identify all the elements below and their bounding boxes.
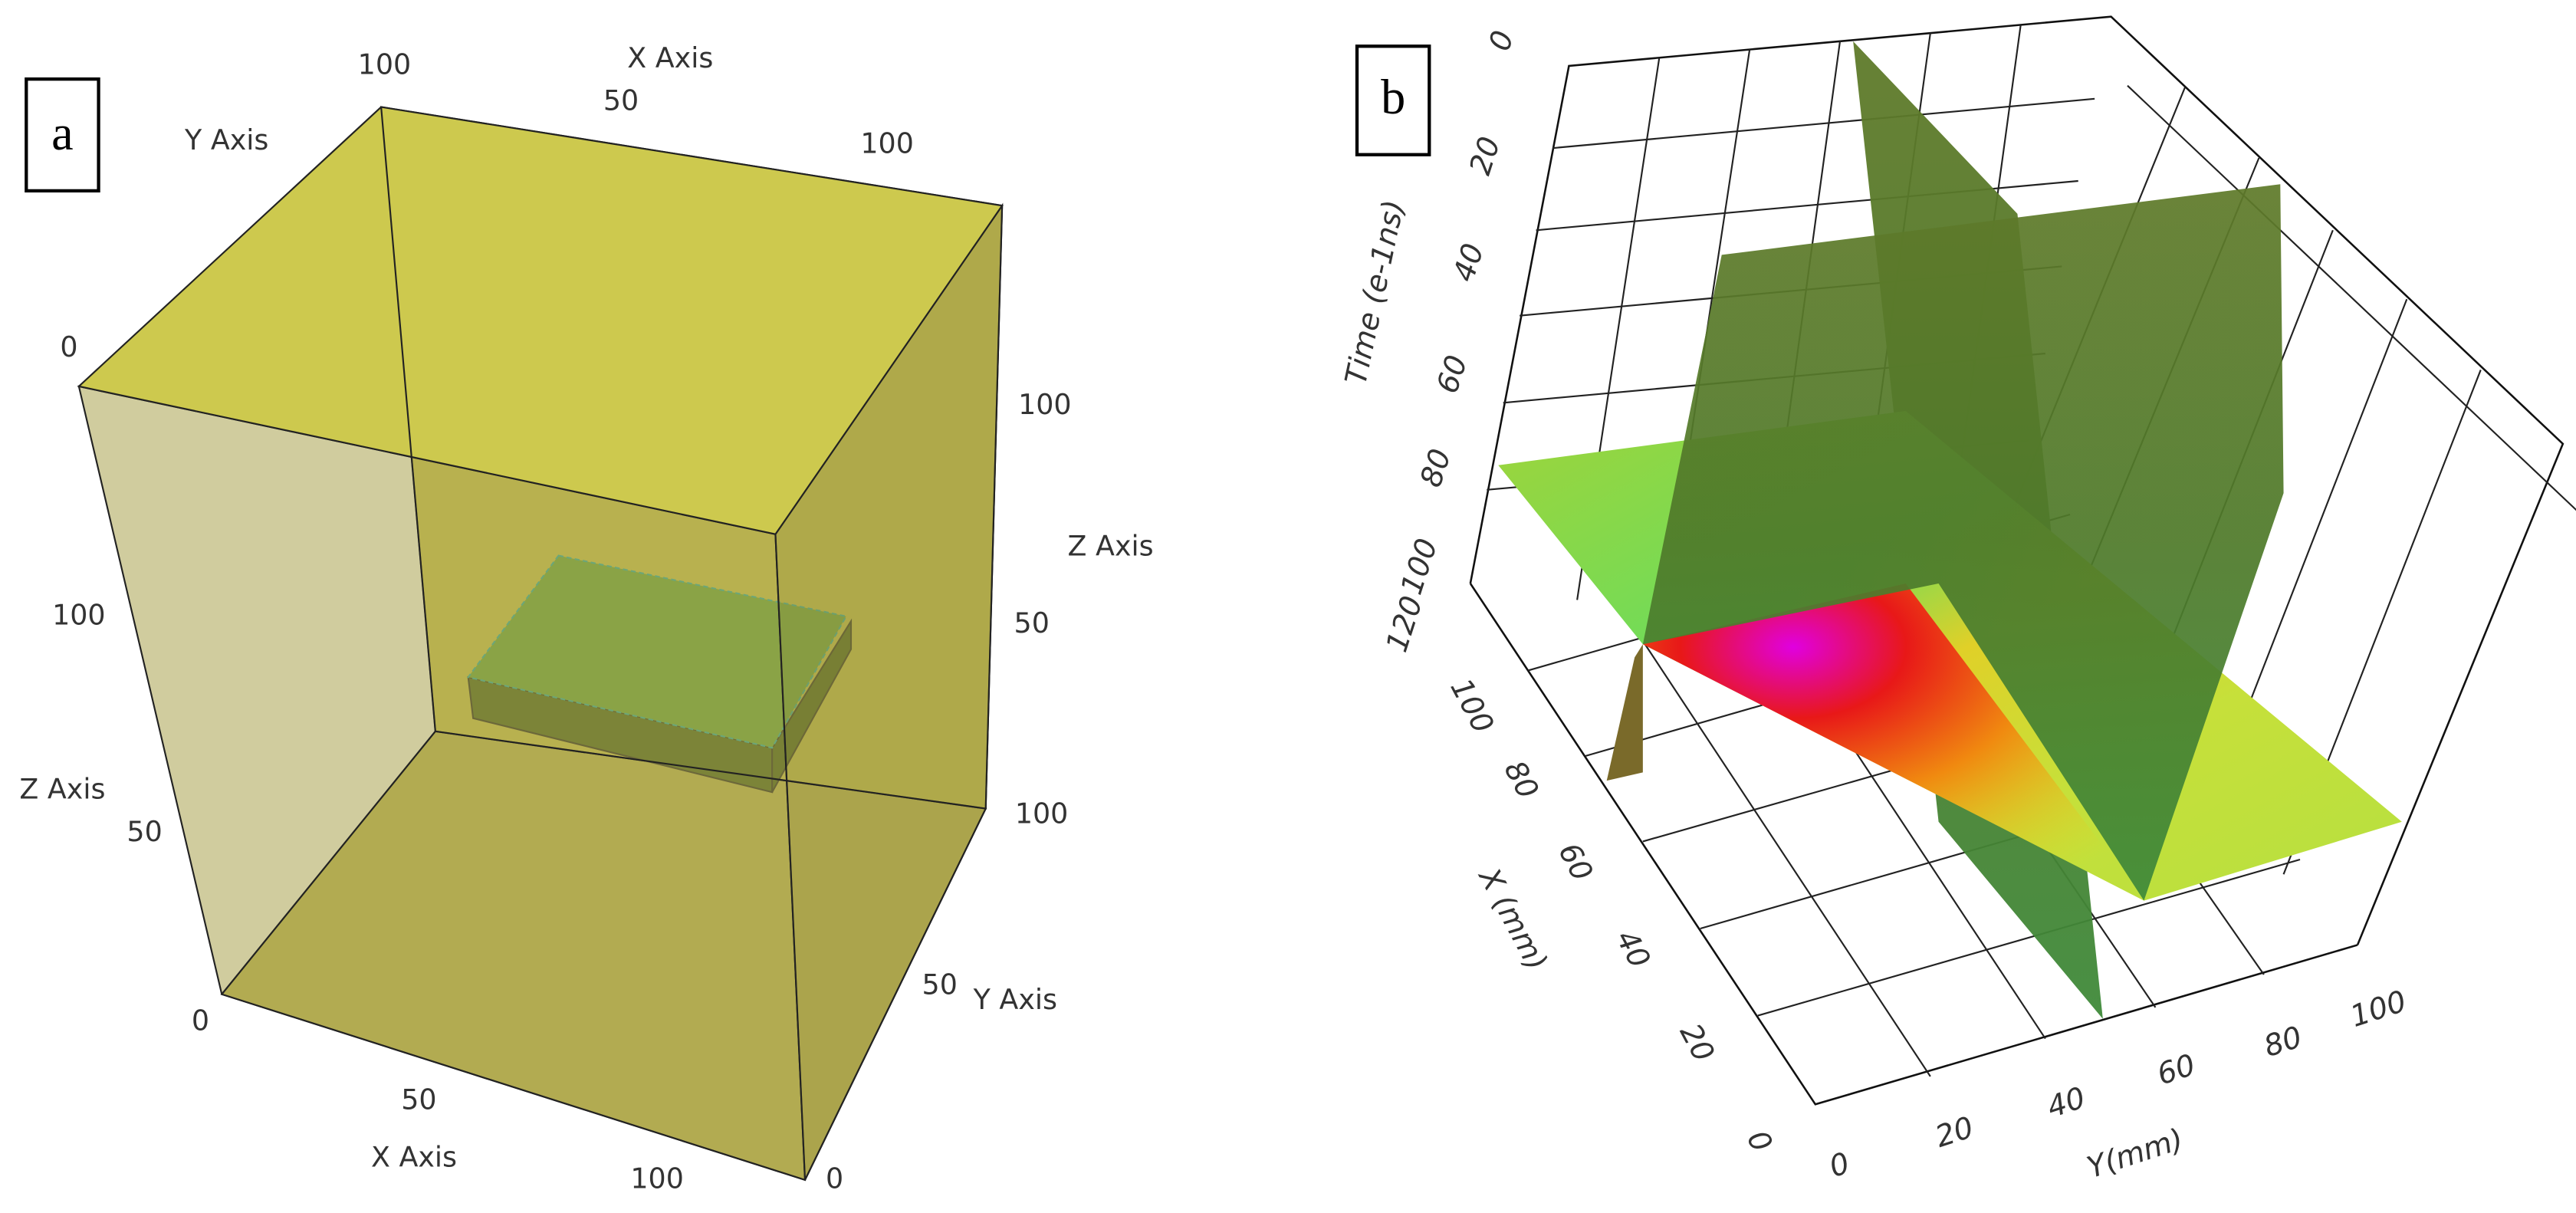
- axis-title: Z Axis: [19, 773, 105, 806]
- tick-label: 100: [358, 48, 412, 81]
- tick-label: 80: [1414, 445, 1458, 491]
- tick-label: 20: [1463, 133, 1507, 179]
- edge: [221, 731, 436, 995]
- axis-title: Y(mm): [2083, 1123, 2187, 1186]
- panel-label-box: [1355, 44, 1431, 156]
- tick-label: 120: [1380, 592, 1431, 656]
- tick-label: 20: [1673, 1018, 1721, 1067]
- tick-label: 60: [1551, 837, 1599, 886]
- hot-spot: [1642, 583, 2144, 901]
- tick-label: 100: [2346, 984, 2410, 1034]
- axis-title: X Axis: [371, 1141, 457, 1174]
- tick-label: 50: [922, 968, 958, 1001]
- tick-label: 100: [52, 598, 106, 631]
- vertical-plane: [1606, 644, 1643, 781]
- tick-label: 0: [826, 1162, 843, 1195]
- tick-label: 100: [1018, 388, 1072, 421]
- tick-label: 50: [127, 815, 162, 848]
- tick-label: 50: [1014, 606, 1050, 639]
- tick-label: 20: [1931, 1110, 1978, 1155]
- axis-title: Time (e-1ns): [1339, 197, 1411, 388]
- tick-label: 80: [2260, 1020, 2307, 1064]
- tick-label: 100: [860, 127, 914, 159]
- axis-title: Z Axis: [1068, 529, 1154, 562]
- tick-label: 100: [1015, 797, 1069, 830]
- tick-label: 0: [1483, 27, 1521, 55]
- panel-label-box: [25, 77, 100, 192]
- tick-label: 0: [1740, 1125, 1779, 1158]
- tick-label: 80: [1497, 755, 1546, 804]
- box-frame: [1469, 583, 2358, 1106]
- top-face: [77, 106, 1004, 535]
- edge: [380, 107, 436, 731]
- box-frame: [1469, 15, 2564, 945]
- tick-label: 60: [2153, 1048, 2200, 1093]
- panel-label: a: [51, 106, 74, 160]
- panel-a: [77, 106, 1004, 1182]
- tick-label: 100: [630, 1162, 684, 1195]
- tick-label: 50: [603, 84, 639, 117]
- axis-title: X Axis: [627, 41, 713, 74]
- axis-title: Y Axis: [184, 123, 268, 156]
- axis-title: Y Axis: [973, 983, 1057, 1016]
- tick-label: 100: [1395, 534, 1445, 599]
- tick-label: 0: [192, 1004, 209, 1037]
- tick-label: 40: [1608, 925, 1657, 974]
- tick-label: 100: [1443, 673, 1500, 739]
- vertical-plane: [1642, 184, 2284, 901]
- tick-label: 40: [1447, 239, 1491, 286]
- tick-label: 0: [1825, 1146, 1854, 1185]
- tick-label: 60: [1431, 351, 1475, 398]
- edge: [435, 730, 986, 810]
- axis-title: X (mm): [1471, 861, 1554, 976]
- panel-label: b: [1381, 70, 1405, 124]
- tick-label: 40: [2043, 1080, 2090, 1125]
- tick-label: 0: [60, 330, 77, 363]
- tick-label: 50: [401, 1083, 436, 1116]
